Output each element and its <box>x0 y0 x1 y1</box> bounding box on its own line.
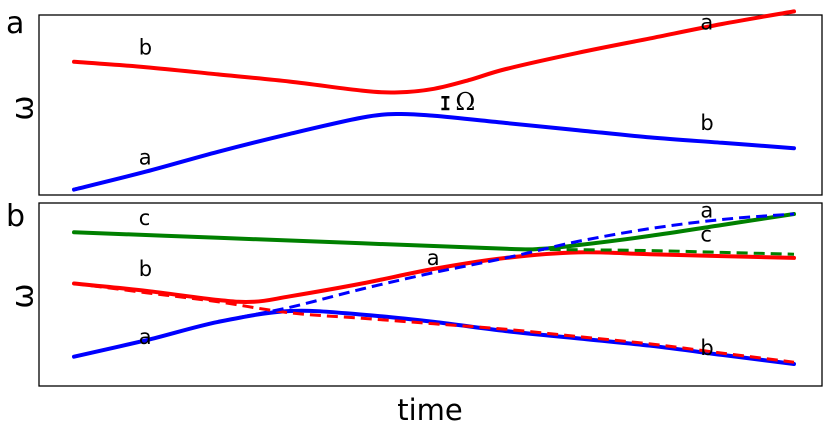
panel-b-series-blue <box>72 308 796 366</box>
panel-a-ylabel: ω <box>6 95 41 120</box>
panel-b-curve-label-1: a <box>700 199 713 223</box>
panel-b-curve-label-5: a <box>139 325 152 349</box>
panel-b-series-blue-dashed <box>73 212 795 359</box>
panel-a-gap-annotation: Ω <box>441 88 475 116</box>
panel-a-series-blue <box>72 111 796 192</box>
panel-a-series <box>72 9 796 192</box>
panel-b-ylabel: ω <box>6 283 41 308</box>
panel-a-letter: a <box>6 6 24 41</box>
panel-a-curve-label-3: b <box>700 111 713 135</box>
x-axis-label: time <box>397 393 463 427</box>
panel-b-curve-label-0: c <box>139 206 151 230</box>
panel-a-curve-label-1: a <box>700 10 713 34</box>
panel-b-curve-labels: c ab aca b <box>139 199 714 360</box>
panel-a-curve-labels: b a a b <box>139 10 714 169</box>
panel-a-frame <box>38 14 823 196</box>
panel-a-curve-label-2: a <box>139 145 152 169</box>
gap-bracket <box>441 95 450 111</box>
panel-a-curve-label-0: b <box>139 36 152 60</box>
panel-b-curve-label-6: b <box>700 336 713 360</box>
panel-b-series-green-dashed <box>73 230 795 256</box>
panel-a: a ω Ω b a a b <box>6 6 823 196</box>
panel-b-curve-label-4: c <box>700 222 712 246</box>
panel-b-letter: b <box>6 199 25 234</box>
panel-a-series-red <box>72 9 796 95</box>
panel-b: b ω c ab aca b <box>6 199 823 387</box>
gap-omega-label: Ω <box>455 88 475 116</box>
panel-b-curve-label-2: b <box>139 257 152 281</box>
panel-b-series-red <box>72 250 796 305</box>
panel-b-series-green <box>72 212 796 252</box>
panel-b-series-red-dashed <box>73 282 795 364</box>
panel-b-frame <box>38 202 823 387</box>
panel-b-series <box>72 212 796 366</box>
panel-b-curve-label-3: a <box>427 246 440 270</box>
